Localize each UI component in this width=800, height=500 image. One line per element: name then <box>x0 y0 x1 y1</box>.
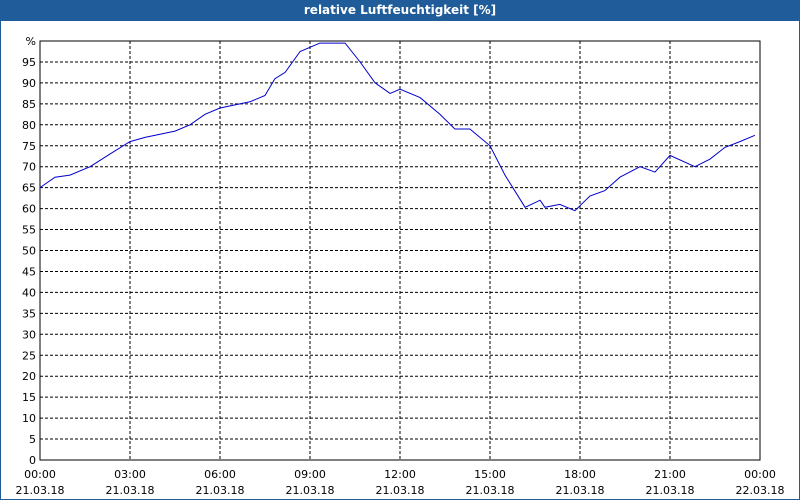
y-tick-label: 45 <box>22 265 36 278</box>
x-tick-label: 15:00 <box>474 468 506 481</box>
x-tick-date: 21.03.18 <box>376 484 425 497</box>
y-tick-label: 0 <box>29 454 36 467</box>
x-tick-label: 18:00 <box>564 468 596 481</box>
x-tick-label: 06:00 <box>204 468 236 481</box>
y-tick-label: 35 <box>22 307 36 320</box>
y-tick-label: % <box>26 35 36 48</box>
x-tick-label: 12:00 <box>384 468 416 481</box>
x-tick-label: 09:00 <box>294 468 326 481</box>
y-tick-label: 80 <box>22 119 36 132</box>
data-line <box>39 42 756 212</box>
y-tick-label: 95 <box>22 56 36 69</box>
x-tick-date: 21.03.18 <box>556 484 605 497</box>
y-tick-label: 65 <box>22 182 36 195</box>
y-tick-label: 15 <box>22 391 36 404</box>
y-tick-label: 50 <box>22 245 36 258</box>
y-tick-label: 70 <box>22 161 36 174</box>
header-bar <box>0 0 800 21</box>
x-tick-date: 21.03.18 <box>106 484 155 497</box>
y-tick-label: 90 <box>22 77 36 90</box>
x-tick-date: 21.03.18 <box>16 484 65 497</box>
y-tick-label: 30 <box>22 328 36 341</box>
y-tick-label: 5 <box>29 433 36 446</box>
y-tick-label: 20 <box>22 370 36 383</box>
y-tick-label: 55 <box>22 224 36 237</box>
x-tick-label: 00:00 <box>744 468 776 481</box>
chart-title: relative Luftfeuchtigkeit [%] <box>304 3 496 17</box>
plot-frame <box>39 40 761 461</box>
y-tick-label: 85 <box>22 98 36 111</box>
y-tick-label: 40 <box>22 286 36 299</box>
x-tick-label: 03:00 <box>114 468 146 481</box>
x-tick-date: 21.03.18 <box>286 484 335 497</box>
y-tick-label: 25 <box>22 349 36 362</box>
x-tick-date: 22.03.18 <box>736 484 785 497</box>
y-tick-label: 60 <box>22 203 36 216</box>
x-tick-date: 21.03.18 <box>646 484 695 497</box>
y-tick-label: 75 <box>22 140 36 153</box>
x-tick-date: 21.03.18 <box>466 484 515 497</box>
x-tick-label: 00:00 <box>24 468 56 481</box>
x-tick-label: 21:00 <box>654 468 686 481</box>
x-tick-date: 21.03.18 <box>196 484 245 497</box>
y-tick-label: 10 <box>22 412 36 425</box>
